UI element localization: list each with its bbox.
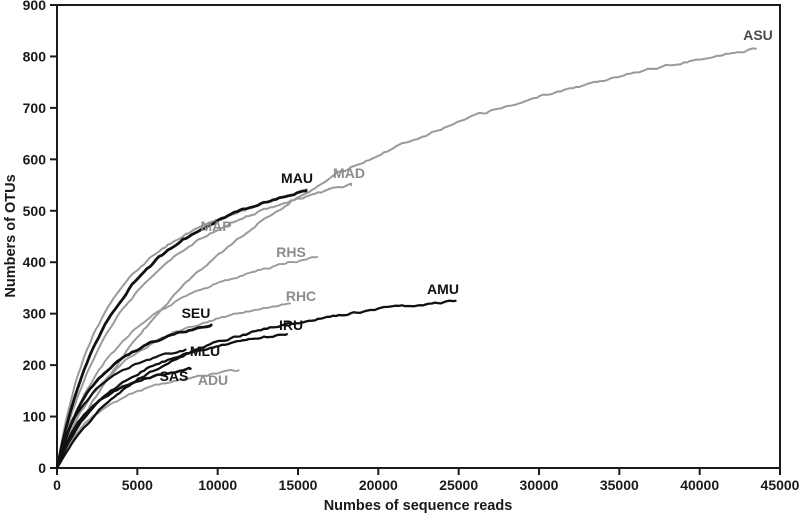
series-label-AMU: AMU [427,281,459,297]
x-tick-label: 0 [53,477,61,493]
series-label-IRU: IRU [279,317,303,333]
series-curve-AMU [55,299,457,470]
series-label-MAD: MAD [333,165,365,181]
x-tick-label: 35000 [600,477,639,493]
x-tick-label: 5000 [122,477,153,493]
series-label-MLU: MLU [190,343,220,359]
y-tick-label: 600 [23,151,47,167]
x-tick-label: 30000 [520,477,559,493]
y-tick-label: 700 [23,100,47,116]
series-label-MAU: MAU [281,170,313,186]
series-layer [55,47,757,470]
y-axis-title: Numbers of OTUs [3,174,19,297]
x-tick-label: 20000 [359,477,398,493]
y-tick-label: 500 [23,203,47,219]
series-curve-ASU [56,47,757,469]
series-label-RHS: RHS [276,244,306,260]
y-tick-label: 900 [23,0,47,13]
y-tick-label: 400 [23,254,47,270]
series-curve-RHS [56,256,319,469]
series-curve-ADU [56,368,240,469]
series-label-SAS: SAS [160,368,189,384]
series-curve-MAD [56,182,352,469]
y-tick-label: 0 [38,460,46,476]
x-tick-label: 10000 [198,477,237,493]
y-tick-label: 800 [23,48,47,64]
series-curve-MAP [56,209,246,469]
series-label-SEU: SEU [182,305,211,321]
series-label-ASU: ASU [743,27,773,43]
x-axis-title: Numbes of sequence reads [324,498,513,514]
x-tick-label: 40000 [680,477,719,493]
series-curve-SEU [55,323,213,470]
x-tick-label: 25000 [439,477,478,493]
x-tick-label: 15000 [279,477,318,493]
y-tick-label: 100 [23,409,47,425]
series-label-RHC: RHC [286,288,316,304]
x-tick-label: 45000 [761,477,800,493]
series-label-MAP: MAP [200,218,231,234]
y-tick-label: 300 [23,306,47,322]
y-tick-label: 200 [23,357,47,373]
plot-border [56,4,781,469]
series-label-ADU: ADU [198,372,228,388]
series-curve-MLU [55,348,187,470]
series-curve-MAU [55,188,308,470]
series-curve-SAS [55,366,192,470]
axes-layer: 0 100 200 300 400 500 600 700 800 900 0 5000 10000 15… [23,0,800,493]
